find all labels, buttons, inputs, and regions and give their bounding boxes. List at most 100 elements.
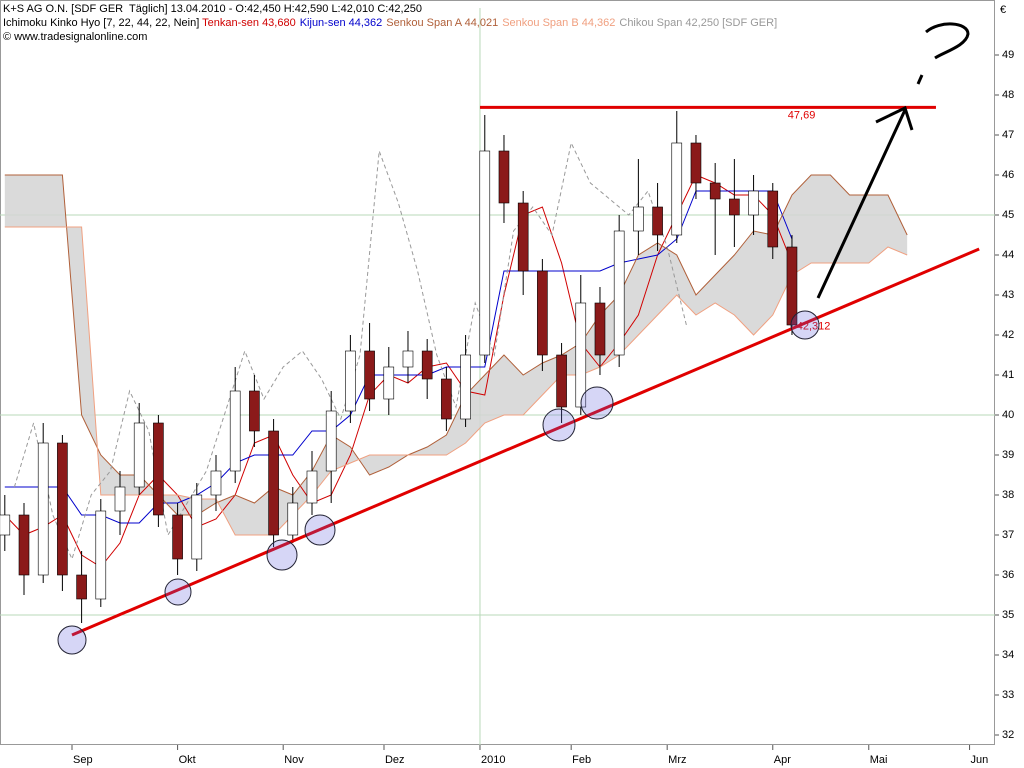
y-tick-label: 34 [1002,649,1014,661]
candle-body [287,502,299,536]
candle-body [210,470,222,496]
trend-line [71,247,980,637]
candle-body [441,378,452,420]
x-tick-label: Dez [385,754,405,766]
y-tick-label: 44 [1002,249,1014,261]
candle-body [613,230,625,356]
indicator-line [13,141,687,561]
y-tick-label: 39 [1002,449,1014,461]
indicator-line [4,190,793,524]
candle-body [57,442,68,576]
y-tick-label: 38 [1002,489,1014,501]
candle-body [229,390,241,472]
candle-body [594,302,606,356]
candle-body [517,202,529,272]
x-tick-label: Apr [774,754,791,766]
candle-body [95,510,107,600]
highlight-circle [790,310,820,340]
candle-body [133,422,145,488]
highlight-circle [542,408,576,442]
x-tick-label: Okt [179,754,196,766]
highlight-circle [304,514,336,546]
y-tick-label: 32 [1002,729,1014,741]
legend-entry: Kijun-sen 44,362 [299,17,383,29]
highlight-circle [57,625,87,655]
candle-body [76,574,87,600]
hand-arrow [816,105,914,299]
y-tick-label: 47 [1002,129,1014,141]
candle-body [767,190,779,248]
x-tick-label: Mai [870,754,888,766]
header-line: K+S AG O.N. [SDF GER Täglich] 13.04.2010… [3,2,781,16]
candle-body [402,350,414,368]
y-tick-label: 36 [1002,569,1014,581]
candle-body [498,150,510,204]
candle-body [345,350,356,412]
legend-entry: Senkou Span B 44,362 [502,17,616,29]
candle-body [249,390,260,432]
y-tick-label: 40 [1002,409,1014,421]
candle-body [786,246,798,326]
y-tick-label: 43 [1002,289,1014,301]
indicator-line [4,174,793,568]
candle-body [153,422,164,516]
x-tick-label: Nov [284,754,304,766]
candle-body [268,430,279,536]
y-tick-label: 42 [1002,329,1014,341]
candle-body [172,514,183,560]
candle-body [729,198,740,216]
candle-body [0,514,11,536]
candle-body [114,486,126,512]
legend-items: Tenkan-sen 43,680 Kijun-sen 44,362 Senkou … [202,17,781,29]
candle-body [383,366,395,400]
legend-entry: Senkou Span A 44,021 [386,17,499,29]
legend: K+S AG O.N. [SDF GER Täglich] 13.04.2010… [3,2,781,44]
highlight-circle [164,578,192,606]
chart-body: 47,69 42,312 [0,8,995,745]
currency-label: € [1000,4,1006,16]
y-tick-label: 46 [1002,169,1014,181]
y-tick-label: 35 [1002,609,1014,621]
candle-body [652,206,663,236]
x-tick-label: Sep [73,754,93,766]
x-tick-label: 2010 [481,754,505,766]
candle-body [306,470,318,504]
y-tick-label: 37 [1002,529,1014,541]
y-tick-label: 48 [1002,89,1014,101]
indicator-line: Ichimoku Kinko Hyo [7, 22, 44, 22, Nein]… [3,16,781,30]
candle-body [460,354,471,420]
copyright-line: © www.tradesignalonline.com [3,30,781,44]
candle-body [748,190,759,216]
candle-body [537,270,548,356]
candle-body [421,350,433,380]
legend-entry: Chikou Span 42,250 [SDF GER] [619,17,778,29]
candle-body [633,206,644,232]
candle-body [37,442,49,576]
y-tick-label: 45 [1002,209,1014,221]
question-mark [916,22,970,85]
y-tick-label: 41 [1002,369,1014,381]
x-tick-label: Feb [572,754,591,766]
x-tick-label: Jun [971,754,989,766]
candle-body [556,354,567,408]
resistance-label: 47,69 [788,109,816,121]
candle-body [325,410,337,472]
highlight-circle [266,539,298,571]
candle-body [18,514,30,576]
trend-label: 42,312 [797,320,831,332]
candle-body [575,302,587,408]
legend-entry: Tenkan-sen 43,680 [202,17,296,29]
candle-body [690,142,702,184]
y-tick-label: 49 [1002,49,1014,61]
x-tick-label: Mrz [668,754,686,766]
highlight-circle [580,386,614,420]
hand-annotations [57,22,970,655]
candle-body [364,350,375,400]
candle-body [671,142,683,236]
y-tick-label: 33 [1002,689,1014,701]
indicator-name: Ichimoku Kinko Hyo [7, 22, 44, 22, Nein] [3,17,200,29]
header-text: K+S AG O.N. [SDF GER Täglich] 13.04.2010… [3,3,422,15]
candle-body [479,150,491,356]
